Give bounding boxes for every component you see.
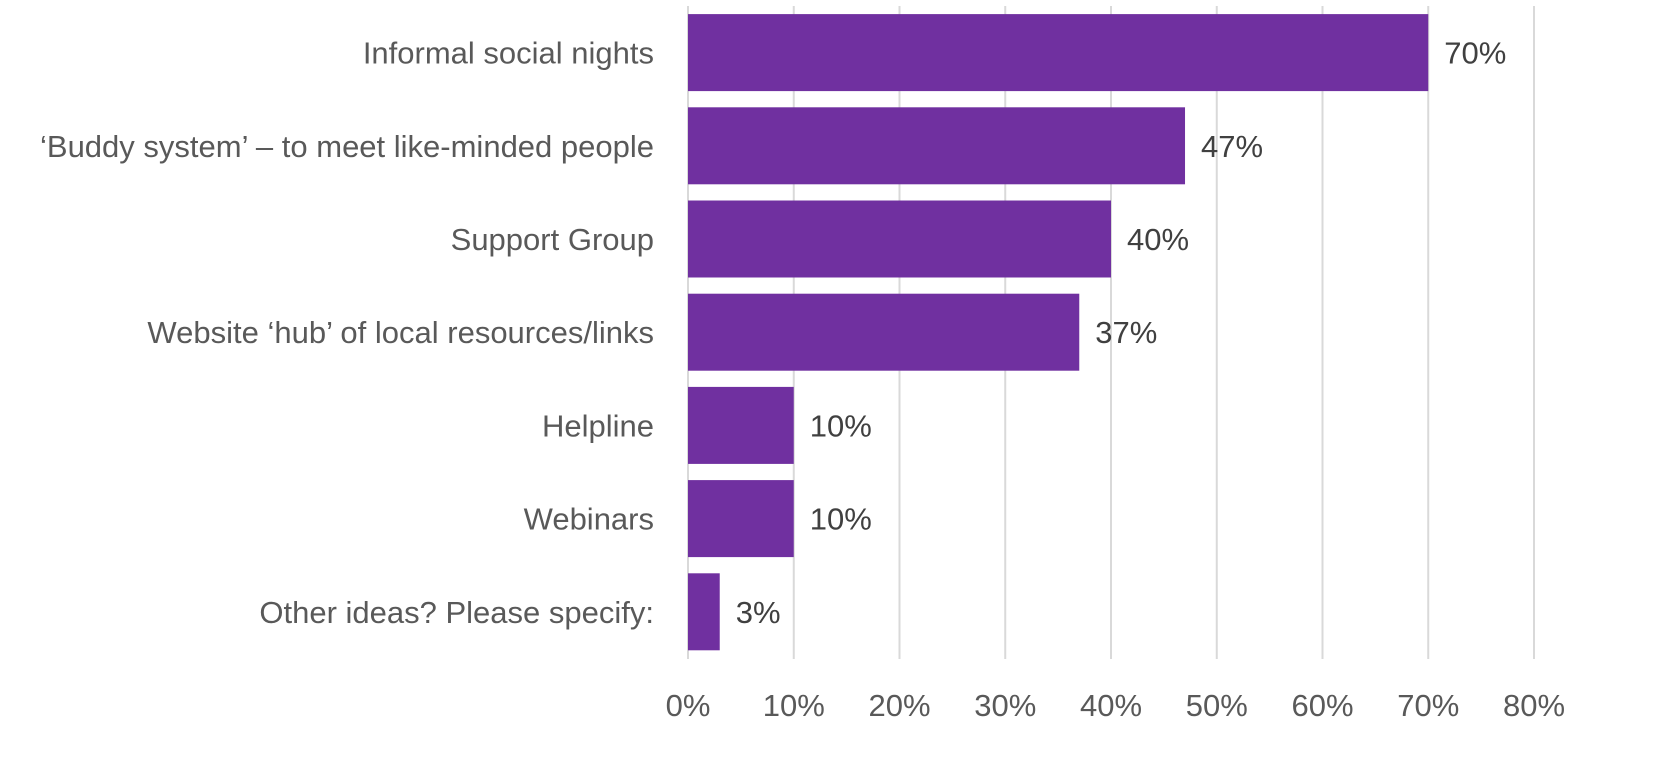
bar xyxy=(688,293,1080,371)
category-label: Support Group xyxy=(451,222,654,257)
category-label: Informal social nights xyxy=(363,36,654,71)
category-label: Helpline xyxy=(542,408,654,443)
x-axis-tick-labels: 0% 10% 20% 30% 40% 50% 60% 70% 80% xyxy=(666,688,1565,723)
bars xyxy=(688,14,1429,651)
data-label: 47% xyxy=(1201,129,1263,164)
x-tick-label: 0% xyxy=(666,688,711,723)
x-tick-label: 30% xyxy=(974,688,1036,723)
data-label: 37% xyxy=(1095,315,1157,350)
x-tick-label: 10% xyxy=(763,688,825,723)
x-tick-label: 60% xyxy=(1291,688,1353,723)
x-tick-label: 50% xyxy=(1186,688,1248,723)
bar xyxy=(688,386,794,464)
data-label: 40% xyxy=(1127,222,1189,257)
x-tick-label: 80% xyxy=(1503,688,1565,723)
category-label: Other ideas? Please specify: xyxy=(259,595,654,630)
bar xyxy=(688,107,1186,185)
data-label: 70% xyxy=(1444,36,1506,71)
data-label: 10% xyxy=(810,408,872,443)
bar xyxy=(688,200,1111,278)
data-label: 3% xyxy=(736,595,781,630)
x-tick-label: 70% xyxy=(1397,688,1459,723)
category-labels: Informal social nights ‘Buddy system’ – t… xyxy=(40,36,654,630)
data-label: 10% xyxy=(810,502,872,537)
value-labels: 70% 47% 40% 37% 10% 10% 3% xyxy=(736,36,1507,630)
category-label: ‘Buddy system’ – to meet like-minded peo… xyxy=(40,129,654,164)
bar xyxy=(688,573,720,651)
x-tick-label: 40% xyxy=(1080,688,1142,723)
category-label: Webinars xyxy=(524,502,654,537)
bar xyxy=(688,14,1429,92)
x-tick-label: 20% xyxy=(868,688,930,723)
bar xyxy=(688,480,794,558)
category-label: Website ‘hub’ of local resources/links xyxy=(147,315,654,350)
